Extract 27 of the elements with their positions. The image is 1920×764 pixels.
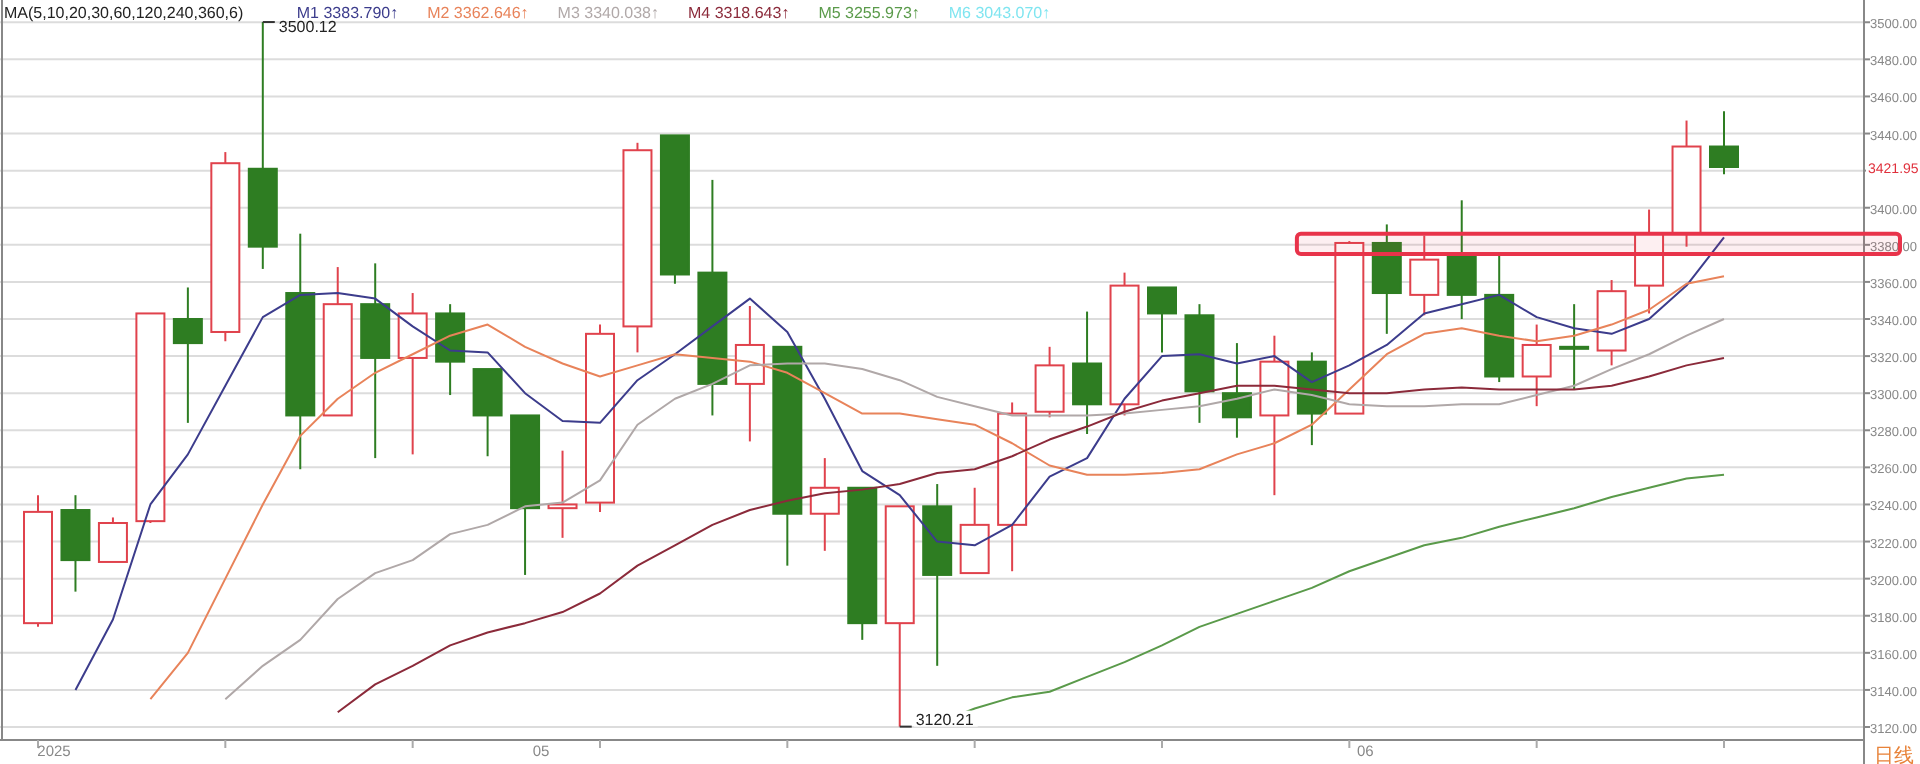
candlestick: [1521, 323, 1552, 408]
text: M1 3383.790↑: [296, 4, 399, 22]
candlestick: [172, 286, 203, 424]
text: M3 3340.038↑: [557, 4, 660, 22]
candlestick: [1559, 303, 1590, 391]
candlestick: [1409, 234, 1440, 317]
candlestick: [1221, 342, 1252, 439]
candlestick: [547, 449, 578, 539]
text: M4 3318.643↑: [688, 4, 790, 22]
text: 日线: [1874, 744, 1914, 764]
candlestick: [472, 368, 503, 458]
candlestick: [809, 457, 840, 552]
annotation: 3120.21: [915, 710, 975, 729]
legend-title: MA(5,10,20,30,60,120,240,360,6): [4, 4, 244, 22]
candlestick: [734, 305, 765, 443]
legend-label: M6 3043.070↑: [948, 4, 1051, 22]
candlestick: [1709, 110, 1739, 176]
candlestick: [1446, 199, 1477, 320]
text: M5 3255.973↑: [818, 4, 920, 22]
candlestick: [1034, 345, 1065, 419]
candlestick: [397, 292, 428, 456]
line-series: [336, 356, 1725, 714]
candlestick: [97, 516, 128, 563]
text: M2 3362.646↑: [427, 4, 529, 22]
annotation: 3500.12: [278, 18, 338, 37]
candlestick: [1147, 286, 1177, 354]
candlestick: [1072, 310, 1103, 435]
